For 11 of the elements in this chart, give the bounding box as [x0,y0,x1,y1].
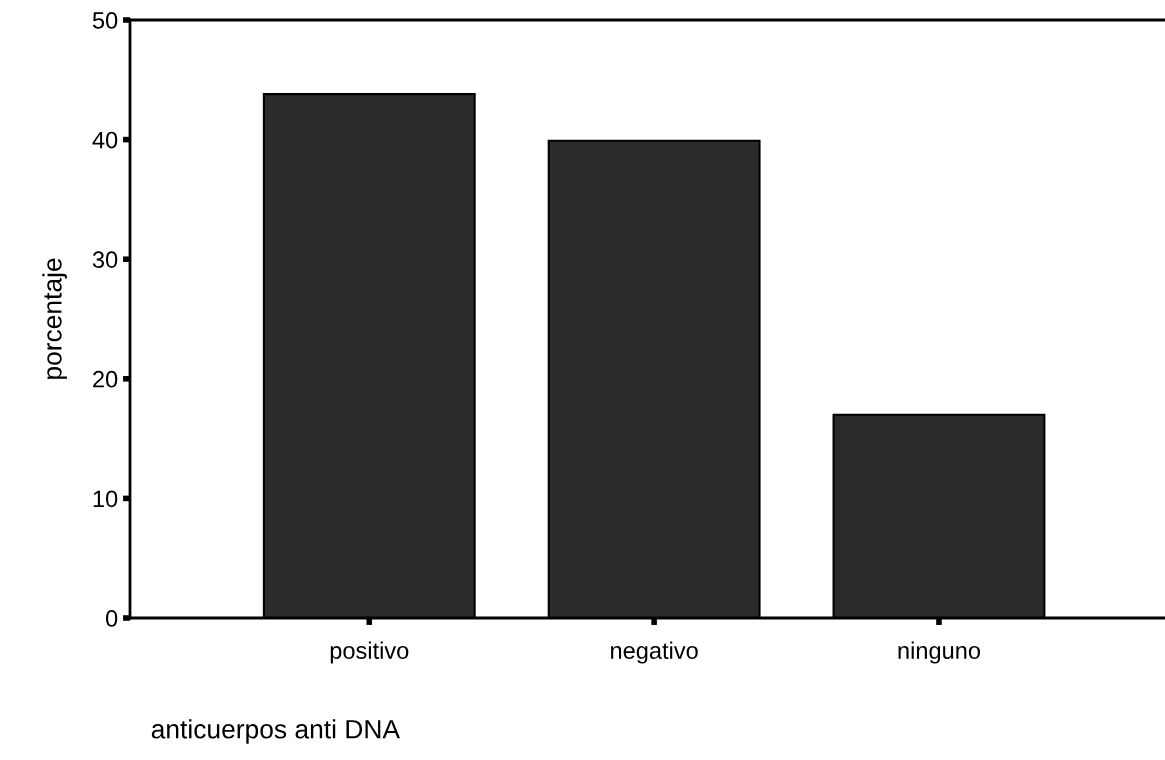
x-tick-label: negativo [611,641,698,664]
x-tick-label: positivo [330,641,409,664]
y-tick-label: 50 [92,12,118,29]
y-tick-label: 0 [105,610,118,627]
y-tick-label: 20 [93,370,118,388]
x-tick-label: ninguno [898,641,980,664]
x-axis-title: anticuerpos anti DNA [151,719,400,744]
y-tick-label: 40 [92,131,118,149]
y-axis-title: porcentaje [42,258,67,379]
y-tick-label: 10 [93,490,118,508]
y-tick-label: 30 [92,251,118,268]
